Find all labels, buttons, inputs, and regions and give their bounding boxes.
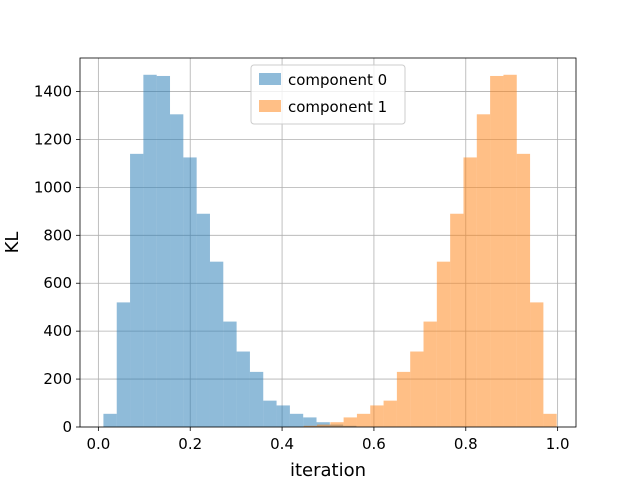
histogram-bar-series-1 bbox=[463, 157, 477, 428]
histogram-bars bbox=[103, 74, 557, 428]
legend: component 0 component 1 bbox=[250, 64, 406, 125]
histogram-bar-series-0 bbox=[130, 153, 144, 427]
histogram-bar-series-1 bbox=[530, 302, 544, 427]
histogram-bar-series-0 bbox=[143, 74, 157, 427]
histogram-bar-series-1 bbox=[370, 405, 384, 427]
histogram-bar-series-0 bbox=[263, 400, 277, 427]
legend-swatch-series-1 bbox=[259, 100, 281, 112]
y-tick-label: 600 bbox=[43, 274, 72, 292]
legend-label-series-0: component 0 bbox=[288, 71, 387, 89]
legend-label-series-1: component 1 bbox=[288, 98, 387, 116]
x-tick-label: 0.4 bbox=[270, 435, 294, 453]
histogram-bar-series-0 bbox=[249, 371, 264, 427]
histogram-bar-series-1 bbox=[476, 114, 491, 427]
histogram-bar-series-1 bbox=[303, 425, 317, 427]
histogram-bar-series-1 bbox=[383, 400, 397, 427]
legend-box bbox=[250, 64, 406, 125]
histogram-bar-series-0 bbox=[156, 75, 171, 428]
histogram-bar-series-1 bbox=[436, 261, 451, 427]
histogram-bar-series-1 bbox=[450, 213, 464, 427]
histogram-bar-series-1 bbox=[410, 351, 424, 427]
y-tick-label: 1200 bbox=[34, 130, 72, 148]
histogram-bar-series-0 bbox=[196, 213, 210, 427]
histogram-bar-series-0 bbox=[116, 302, 131, 427]
y-tick-label: 1400 bbox=[34, 83, 72, 101]
histogram-bar-series-1 bbox=[516, 153, 531, 427]
histogram-bar-series-1 bbox=[356, 413, 371, 427]
histogram-bar-series-1 bbox=[330, 422, 344, 427]
histogram-bar-series-1 bbox=[396, 371, 411, 427]
histogram-bar-series-0 bbox=[103, 413, 117, 427]
legend-swatch-series-0 bbox=[259, 73, 281, 85]
x-tick-label: 0.0 bbox=[86, 435, 110, 453]
x-tick-label: 0.8 bbox=[454, 435, 478, 453]
histogram-bar-series-1 bbox=[543, 413, 557, 427]
histogram-bar-series-0 bbox=[276, 405, 290, 427]
y-tick-label: 200 bbox=[43, 370, 72, 388]
histogram-bar-series-1 bbox=[503, 74, 517, 427]
axes: 0.0 0.2 0.4 0.6 0.8 1.0 0 200 400 600 800 1000 1200 1… bbox=[34, 57, 577, 453]
x-tick-label: 1.0 bbox=[546, 435, 570, 453]
histogram-bar-series-0 bbox=[209, 261, 224, 427]
histogram-bar-series-0 bbox=[289, 413, 304, 427]
histogram-bar-series-0 bbox=[170, 114, 184, 427]
histogram-bar-series-1 bbox=[423, 321, 437, 427]
histogram-bar-series-0 bbox=[236, 351, 250, 427]
x-tick-label: 0.6 bbox=[362, 435, 386, 453]
y-tick-label: 800 bbox=[43, 226, 72, 244]
histogram-bar-series-1 bbox=[490, 75, 504, 428]
histogram-bar-series-0 bbox=[223, 321, 237, 427]
histogram-bar-series-0 bbox=[303, 417, 317, 427]
y-tick-label: 1000 bbox=[34, 178, 72, 196]
x-tick-label: 0.2 bbox=[178, 435, 202, 453]
y-tick-label: 0 bbox=[62, 418, 72, 436]
x-axis-title: iteration bbox=[290, 460, 366, 480]
y-tick-label: 400 bbox=[43, 322, 72, 340]
histogram-bar-series-1 bbox=[316, 424, 331, 427]
histogram-bar-series-0 bbox=[183, 157, 197, 428]
plot-frame bbox=[79, 57, 577, 428]
histogram-bar-series-1 bbox=[343, 417, 357, 427]
y-axis-title: KL bbox=[2, 232, 23, 254]
